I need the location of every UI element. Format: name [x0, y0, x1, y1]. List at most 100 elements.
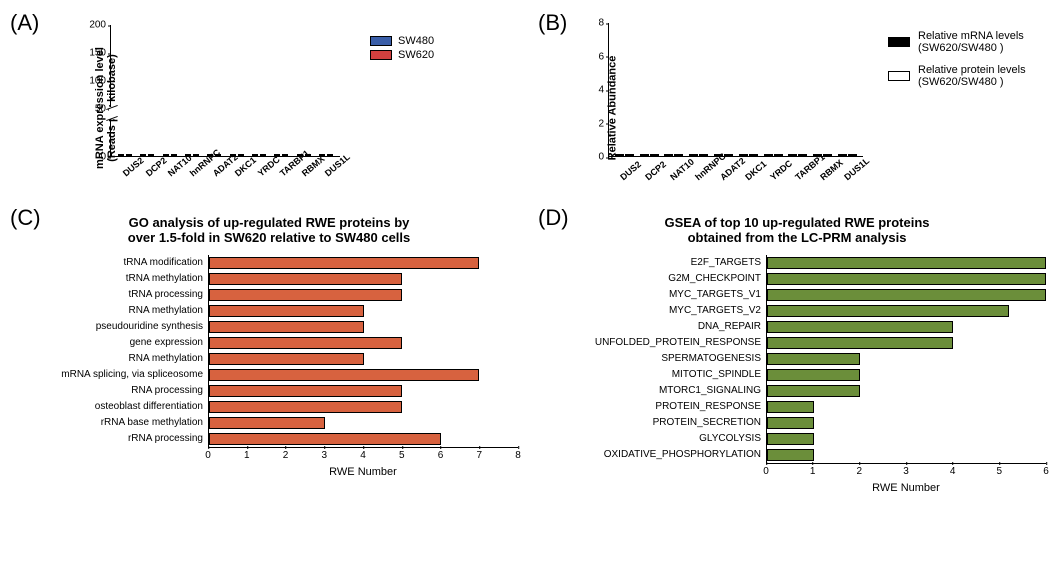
panel-c-title: GO analysis of up-regulated RWE proteins… [20, 215, 518, 245]
panel-a-chart: mRNA expression level (Reads per kilobas… [60, 20, 360, 195]
bar-group [788, 154, 807, 156]
hbar [767, 385, 860, 397]
hbar-label: DNA_REPAIR [567, 321, 767, 332]
panel-d-title: GSEA of top 10 up-regulated RWE proteins… [548, 215, 1046, 245]
hbar [209, 273, 402, 285]
x-tick: 1 [810, 466, 816, 477]
x-tick: 8 [515, 450, 521, 461]
bar-group [764, 154, 783, 156]
hbar-row: rRNA base methylation [209, 415, 518, 430]
hbar-label: pseudouridine synthesis [39, 321, 209, 332]
hbar [767, 257, 1046, 269]
hbar [767, 321, 953, 333]
bar [823, 154, 832, 156]
hbar [209, 289, 402, 301]
hbar-label: rRNA base methylation [39, 417, 209, 428]
y-tick: 0 [574, 152, 604, 163]
x-tick: 4 [950, 466, 956, 477]
hbar-label: E2F_TARGETS [567, 257, 767, 268]
hbar-row: MTORC1_SIGNALING [767, 383, 1046, 398]
panel-d-plot: E2F_TARGETSG2M_CHECKPOINTMYC_TARGETS_V1M… [766, 255, 1046, 464]
panel-b-letter: (B) [538, 10, 567, 36]
bar-group [140, 154, 154, 156]
bar [788, 154, 797, 156]
bar [238, 154, 244, 156]
x-tick: 2 [283, 450, 289, 461]
hbar [767, 273, 1046, 285]
hbar-label: gene expression [39, 337, 209, 348]
y-tick: 200 [66, 20, 106, 31]
bar [650, 154, 659, 156]
y-tick: 8 [574, 18, 604, 29]
hbar-row: tRNA modification [209, 255, 518, 270]
hbar-row: RNA processing [209, 383, 518, 398]
hbar-label: RNA methylation [39, 305, 209, 316]
y-tick: 50 [66, 104, 106, 115]
hbar-row: mRNA splicing, via spliceosome [209, 367, 518, 382]
panel-a-yticks: 050100150200 [60, 25, 108, 157]
legend-label: SW480 [398, 35, 434, 47]
hbar-label: MYC_TARGETS_V2 [567, 305, 767, 316]
bar [798, 154, 807, 156]
panel-a-xlabels: DUS2DCP2NAT10hnRNPCADAT2DKC1YRDCTARBP1RB… [110, 159, 340, 195]
panel-c-xaxis: RWE Number 012345678 [208, 450, 518, 478]
bar [764, 154, 773, 156]
bar-group [739, 154, 758, 156]
hbar-row: gene expression [209, 335, 518, 350]
hbar [209, 321, 364, 333]
bar [148, 154, 154, 156]
hbar-label: mRNA splicing, via spliceosome [39, 369, 209, 380]
x-tick: 6 [438, 450, 444, 461]
panel-c-plot: tRNA modificationtRNA methylationtRNA pr… [208, 255, 518, 448]
hbar-label: MITOTIC_SPINDLE [567, 369, 767, 380]
bar-group [640, 154, 659, 156]
hbar [767, 289, 1046, 301]
hbar-label: osteoblast differentiation [39, 401, 209, 412]
hbar [209, 353, 364, 365]
panel-c-xlabel: RWE Number [329, 466, 397, 478]
legend-label: SW620 [398, 49, 434, 61]
legend-item: Relative protein levels (SW620/SW480 ) [888, 64, 1026, 88]
x-tick: 6 [1043, 466, 1049, 477]
x-tick: 3 [903, 466, 909, 477]
panel-a: (A) mRNA expression level (Reads per kil… [20, 20, 518, 195]
bar-group [163, 154, 177, 156]
hbar-row: MYC_TARGETS_V1 [767, 287, 1046, 302]
panel-b-legend: Relative mRNA levels (SW620/SW480 ) Rela… [888, 30, 1026, 98]
legend-item: SW480 [370, 35, 434, 47]
x-tick: 2 [857, 466, 863, 477]
hbar [209, 385, 402, 397]
hbar [767, 369, 860, 381]
hbar-label: RNA methylation [39, 353, 209, 364]
x-tick: 0 [763, 466, 769, 477]
bar-group [689, 154, 708, 156]
panel-d-letter: (D) [538, 205, 569, 231]
bar [260, 154, 266, 156]
hbar-row: RNA methylation [209, 351, 518, 366]
legend-swatch [888, 37, 910, 47]
panel-c: (C) GO analysis of up-regulated RWE prot… [20, 215, 518, 494]
bar-group [118, 154, 132, 156]
hbar-row: UNFOLDED_PROTEIN_RESPONSE [767, 335, 1046, 350]
hbar [209, 433, 441, 445]
x-tick: 5 [997, 466, 1003, 477]
hbar-label: tRNA modification [39, 257, 209, 268]
hbar-row: MITOTIC_SPINDLE [767, 367, 1046, 382]
hbar-row: RNA methylation [209, 303, 518, 318]
hbar-label: UNFOLDED_PROTEIN_RESPONSE [567, 337, 767, 348]
y-tick: 4 [574, 85, 604, 96]
bar [171, 154, 177, 156]
hbar [767, 353, 860, 365]
panel-d-chart: E2F_TARGETSG2M_CHECKPOINTMYC_TARGETS_V1M… [566, 255, 1046, 494]
hbar [209, 401, 402, 413]
bar [640, 154, 649, 156]
bar [838, 154, 847, 156]
hbar-row: GLYCOLYSIS [767, 431, 1046, 446]
legend-swatch [888, 71, 910, 81]
bar [848, 154, 857, 156]
hbar-row: rRNA processing [209, 431, 518, 446]
bar [327, 154, 333, 156]
hbar-label: OXIDATIVE_PHOSPHORYLATION [567, 449, 767, 460]
bar [689, 154, 698, 156]
bar-group [252, 154, 266, 156]
